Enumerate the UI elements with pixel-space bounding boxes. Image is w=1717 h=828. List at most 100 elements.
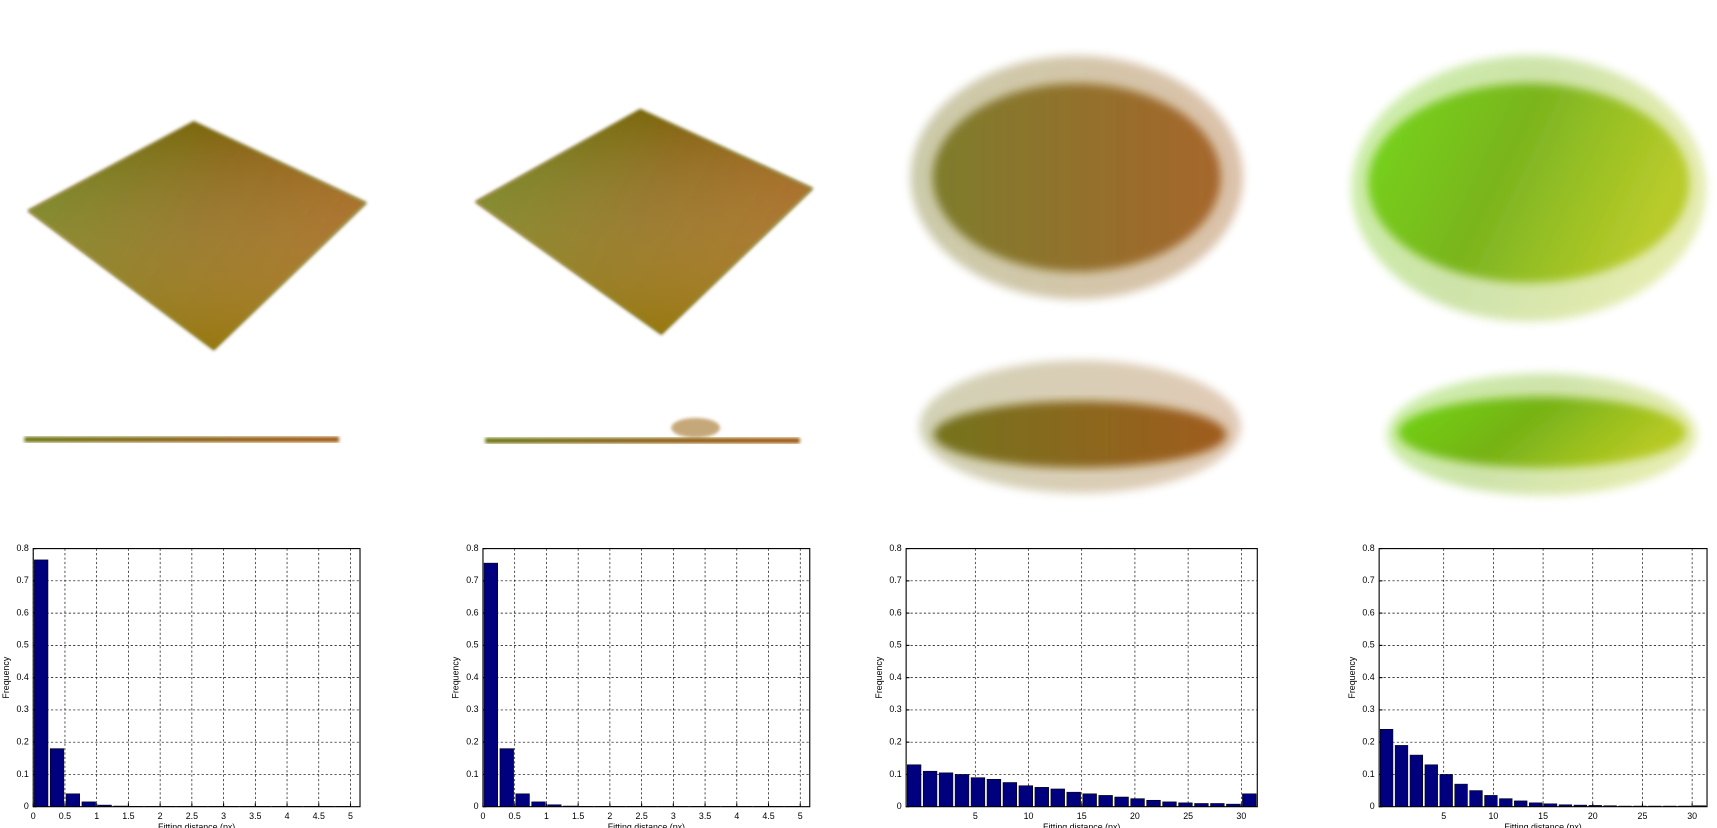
x-tick-label: 0	[31, 811, 36, 821]
y-tick-label: 0.7	[16, 575, 28, 585]
y-tick-label: 0.1	[1362, 769, 1374, 779]
x-tick-label: 3	[671, 811, 676, 821]
bar	[499, 748, 514, 807]
y-tick-label: 0.8	[16, 543, 28, 553]
bar	[1424, 764, 1438, 807]
bar	[1499, 798, 1513, 807]
plot-frame	[32, 548, 361, 808]
cloud-2	[475, 108, 814, 444]
y-tick-label: 0	[24, 801, 29, 811]
x-tick-label: 25	[1183, 811, 1193, 821]
x-tick-label: 10	[1024, 811, 1034, 821]
bar	[65, 793, 80, 807]
y-tick-label: 0	[897, 801, 902, 811]
y-tick-label: 0.2	[1362, 737, 1374, 747]
bar	[1514, 800, 1528, 807]
x-tick-label: 2	[607, 811, 612, 821]
y-tick-label: 0.5	[889, 640, 901, 650]
x-tick-label: 0.5	[59, 811, 71, 821]
bar	[906, 764, 922, 807]
bar	[1394, 745, 1409, 807]
y-tick-label: 0.4	[889, 672, 901, 682]
y-tick-label: 0.6	[1362, 607, 1374, 617]
bar	[1409, 754, 1424, 807]
y-tick-label: 0.1	[889, 769, 901, 779]
bar	[531, 801, 546, 807]
x-tick-label: 2.5	[186, 811, 198, 821]
y-tick-label: 0.3	[16, 704, 28, 714]
y-tick-label: 0.7	[466, 575, 478, 585]
bar	[922, 770, 938, 807]
bar	[1469, 790, 1483, 807]
x-tick-label: 4.5	[313, 811, 325, 821]
x-tick-label: 20	[1588, 811, 1598, 821]
y-tick-label: 0.7	[1362, 575, 1374, 585]
y-tick-label: 0.2	[16, 737, 28, 747]
bar	[1178, 802, 1193, 807]
y-axis-label: Frequency	[451, 656, 461, 698]
bar	[986, 778, 1002, 807]
y-tick-label: 0.2	[889, 737, 901, 747]
y-tick-label: 0.6	[889, 607, 901, 617]
y-tick-label: 0.2	[466, 737, 478, 747]
x-tick-label: 5	[973, 811, 978, 821]
x-tick-label: 30	[1687, 811, 1697, 821]
y-tick-label: 0.6	[16, 607, 28, 617]
histogram-chart: 0 0.1 0.2 0.3 0.4 0.5 0.6 0.7 0.8 5 10 15 20 25 30 Fitt…	[874, 543, 1258, 828]
bar	[1529, 802, 1543, 807]
x-tick-label: 5	[348, 811, 353, 821]
bar	[1439, 774, 1453, 807]
x-tick-label: 3.5	[249, 811, 261, 821]
plot-frame	[1378, 548, 1708, 808]
y-tick-label: 0.5	[16, 640, 28, 650]
bar	[81, 801, 96, 807]
bar	[483, 562, 499, 807]
cloud-3	[910, 55, 1243, 494]
bar	[938, 772, 954, 807]
x-tick-label: 1.5	[122, 811, 134, 821]
bar	[1050, 788, 1065, 807]
y-axis-label: Frequency	[1, 656, 11, 698]
x-tick-label: 1.5	[572, 811, 584, 821]
bar	[1066, 791, 1081, 807]
x-axis-label: Fitting distance (px)	[1504, 822, 1581, 828]
bar	[34, 559, 49, 807]
x-tick-label: 3.5	[699, 811, 711, 821]
x-tick-label: 2	[158, 811, 163, 821]
bar	[1130, 798, 1145, 807]
x-axis-label: Fitting distance (px)	[608, 822, 685, 828]
y-tick-label: 0.8	[889, 543, 901, 553]
bar	[1098, 795, 1113, 807]
y-tick-label: 0.3	[889, 704, 901, 714]
x-tick-label: 3	[221, 811, 226, 821]
x-tick-label: 0.5	[509, 811, 521, 821]
x-tick-label: 5	[1441, 811, 1446, 821]
bar	[1002, 782, 1018, 807]
x-axis-label: Fitting distance (px)	[158, 822, 235, 828]
x-tick-label: 0	[481, 811, 486, 821]
y-tick-label: 0.3	[466, 704, 478, 714]
histogram-chart: 0 0.1 0.2 0.3 0.4 0.5 0.6 0.7 0.8 5 10 15 20 25 30 Fitt…	[1347, 543, 1708, 828]
x-tick-label: 30	[1236, 811, 1246, 821]
bar	[1114, 796, 1129, 807]
bar	[1454, 783, 1468, 807]
y-tick-label: 0.8	[1362, 543, 1374, 553]
bar	[1034, 787, 1049, 807]
x-tick-label: 10	[1488, 811, 1498, 821]
y-tick-label: 0.4	[1362, 672, 1374, 682]
point-clouds	[24, 55, 1706, 496]
x-tick-label: 1	[544, 811, 549, 821]
histogram-chart: 0 0.1 0.2 0.3 0.4 0.5 0.6 0.7 0.8 0 0.5 1 1.5 2 2.5 3 3.…	[1, 543, 361, 828]
bar	[1018, 785, 1033, 807]
y-tick-label: 0.5	[1362, 640, 1374, 650]
x-tick-label: 15	[1538, 811, 1548, 821]
y-tick-label: 0	[1370, 801, 1375, 811]
y-tick-label: 0.4	[466, 672, 478, 682]
x-tick-label: 1	[94, 811, 99, 821]
y-tick-label: 0.5	[466, 640, 478, 650]
x-tick-label: 4	[285, 811, 290, 821]
x-tick-label: 5	[798, 811, 803, 821]
x-tick-label: 15	[1077, 811, 1087, 821]
plot-frame	[905, 548, 1258, 808]
